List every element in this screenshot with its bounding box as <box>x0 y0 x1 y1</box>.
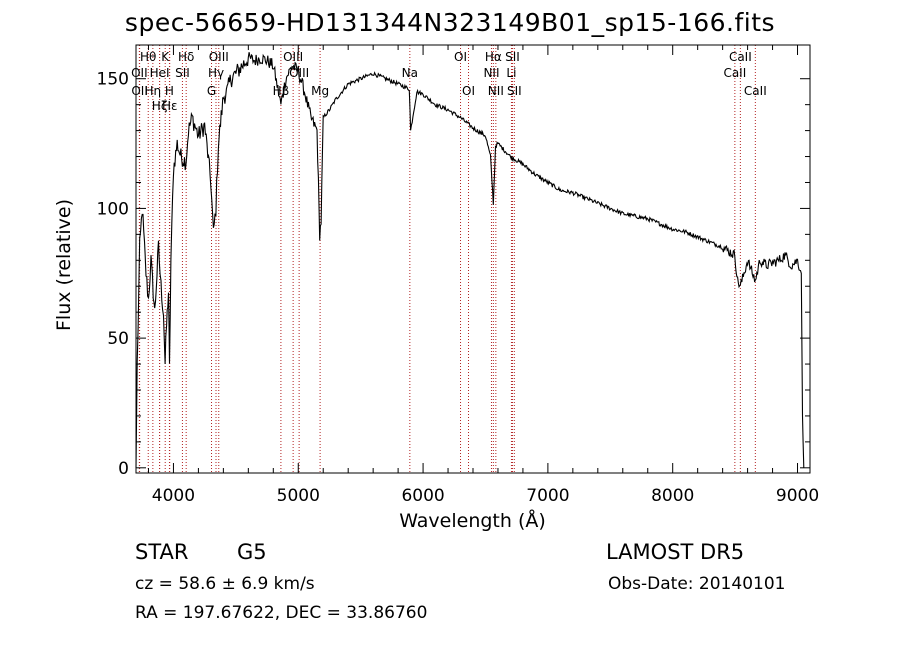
spectral-line-label: NII <box>488 84 504 98</box>
x-tick-label: 5000 <box>277 486 320 506</box>
y-tick-label: 100 <box>97 199 129 219</box>
x-axis-label: Wavelength (Å) <box>399 510 546 532</box>
spectrum-line <box>135 52 805 468</box>
spectral-line-label: SII <box>505 50 520 64</box>
axis-ticks: 4000 5000 6000 7000 8000 9000 0 50 100 150 <box>97 45 819 506</box>
redshift-cz: cz = 58.6 ± 6.9 km/s <box>135 574 315 594</box>
ra-dec: RA = 197.67622, DEC = 33.86760 <box>135 603 428 623</box>
spectral-line-label: Hγ <box>208 66 224 80</box>
spectral-line-label: CaII <box>729 50 752 64</box>
spectral-line-label: Hβ <box>273 84 290 98</box>
spectral-line-label: HeI <box>150 66 170 80</box>
spectral-line-label: Mg <box>311 84 329 98</box>
spectral-line-label: CaII <box>744 84 767 98</box>
x-tick-label: 4000 <box>152 486 195 506</box>
spectral-line-label: OII <box>131 66 148 80</box>
spectral-line-label: OIII <box>209 50 229 64</box>
plot-axes <box>135 44 811 474</box>
spectral-line-label: H <box>165 84 174 98</box>
spectral-line-label: Hζ <box>152 99 168 113</box>
spectral-line-label: Hε <box>162 99 178 113</box>
spectral-line-label: G <box>207 84 216 98</box>
y-axis-label: Flux (relative) <box>53 198 75 332</box>
spectral-line-label: Hη <box>145 84 162 98</box>
spectral-line-label: Hδ <box>178 50 194 64</box>
spectral-line-label: Hα <box>485 50 502 64</box>
chart-title: spec-56659-HD131344N323149B01_sp15-166.f… <box>124 8 776 37</box>
spectral-line-label: CaII <box>723 66 746 80</box>
spectral-line-label: OIII <box>283 50 303 64</box>
x-tick-label: 7000 <box>526 486 569 506</box>
object-type: STAR <box>135 540 189 564</box>
spectral-line-label: OII <box>131 84 148 98</box>
spectral-line-label: K <box>161 50 170 64</box>
spectral-line-label: SII <box>175 66 190 80</box>
spectral-line-label: Hθ <box>140 50 156 64</box>
spectral-line-label: Li <box>506 66 516 80</box>
spectral-line-label: OI <box>454 50 467 64</box>
spectral-line-label: OI <box>462 84 475 98</box>
x-tick-label: 9000 <box>776 486 819 506</box>
plot-frame <box>135 44 811 474</box>
x-tick-label: 8000 <box>651 486 694 506</box>
y-tick-label: 50 <box>107 329 129 349</box>
survey-name: LAMOST DR5 <box>606 540 745 564</box>
spectral-line-label: Na <box>402 66 418 80</box>
obs-date: Obs-Date: 20140101 <box>608 574 786 594</box>
y-tick-label: 0 <box>118 459 129 479</box>
subclass: G5 <box>237 540 267 564</box>
x-tick-label: 6000 <box>401 486 444 506</box>
spectrum-series <box>135 52 805 468</box>
y-tick-label: 150 <box>97 70 129 90</box>
spectral-line-label: NII <box>483 66 499 80</box>
spectral-line-label: SII <box>507 84 522 98</box>
